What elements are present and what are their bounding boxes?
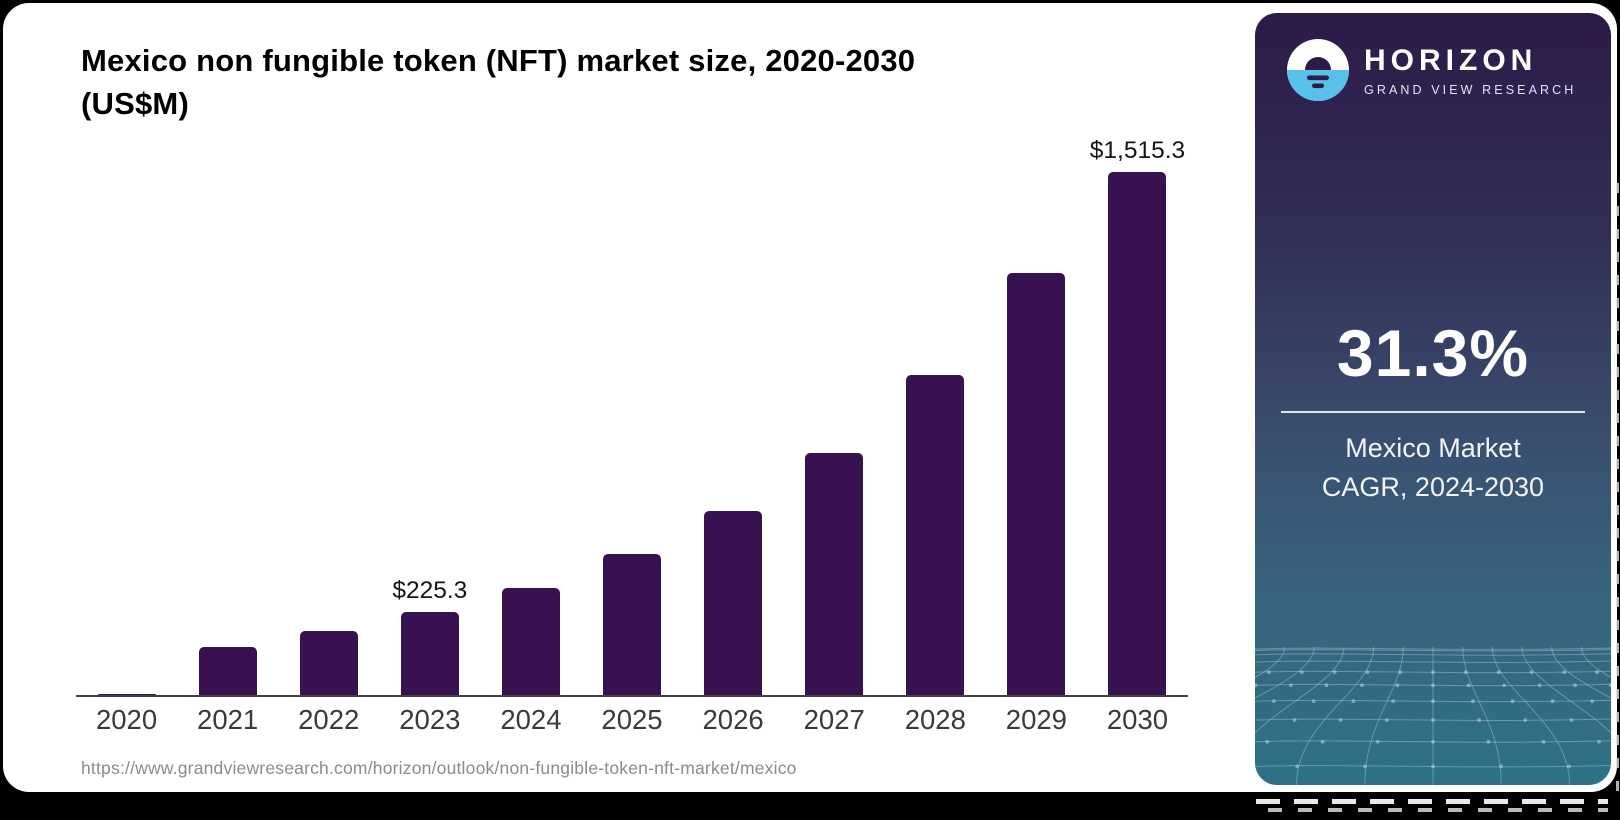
chart-title-line2: (US$M): [81, 86, 189, 121]
chart-column-2029: [986, 137, 1087, 695]
bar-2023: [400, 612, 459, 695]
chart-column-2024: [480, 137, 581, 695]
brand-logo: HORIZON GRAND VIEW RESEARCH: [1287, 39, 1576, 101]
cagr-stat-block: 31.3% Mexico Market CAGR, 2024-2030: [1255, 315, 1611, 507]
x-tick-2021: 2021: [197, 704, 259, 735]
horizon-logo-icon: [1287, 39, 1349, 101]
bar-2028: [906, 375, 965, 695]
x-tick-2023: 2023: [399, 704, 461, 735]
bar-2020: [97, 693, 156, 695]
cagr-label: Mexico Market CAGR, 2024-2030: [1255, 429, 1611, 507]
bar-2022: [299, 630, 358, 695]
stat-divider: [1281, 411, 1585, 413]
brand-subtitle: GRAND VIEW RESEARCH: [1364, 82, 1577, 97]
chart-column-2027: [784, 137, 885, 695]
bar-chart: $225.3 $1,515.3: [76, 137, 1188, 695]
bar-2025: [603, 553, 662, 695]
bar-2027: [805, 452, 864, 695]
x-tick-2022: 2022: [298, 704, 360, 735]
chart-title-line1: Mexico non fungible token (NFT) market s…: [81, 43, 916, 78]
x-tick-2028: 2028: [904, 704, 966, 735]
x-tick-2026: 2026: [702, 704, 764, 735]
chart-column-2021: [177, 137, 278, 695]
chart-column-2022: [278, 137, 379, 695]
brand-name: HORIZON: [1364, 43, 1538, 77]
cagr-value: 31.3%: [1336, 316, 1530, 390]
x-tick-2020: 2020: [95, 704, 158, 735]
x-tick-2029: 2029: [1005, 704, 1067, 735]
chart-column-2025: [581, 137, 682, 695]
bar-value-label-2023: $225.3: [392, 577, 468, 605]
chart-title: Mexico non fungible token (NFT) market s…: [81, 39, 1061, 125]
x-axis-line: [76, 695, 1188, 697]
cagr-label-line2: CAGR, 2024-2030: [1321, 472, 1545, 502]
bar-2024: [501, 587, 560, 695]
brand-text: HORIZON GRAND VIEW RESEARCH: [1364, 44, 1576, 97]
bar-2029: [1007, 273, 1066, 695]
x-axis-ticks: 2020 2021 2022 2023 2024 2025 2026 2027 2028 2029…: [76, 704, 1188, 736]
chart-column-2030: $1,515.3: [1087, 137, 1188, 695]
cagr-label-line1: Mexico Market: [1345, 433, 1521, 463]
source-url: https://www.grandviewresearch.com/horizo…: [81, 758, 797, 778]
chart-column-2023: $225.3: [379, 137, 480, 695]
x-tick-2025: 2025: [601, 704, 663, 735]
x-tick-2027: 2027: [803, 704, 865, 735]
chart-column-2020: [76, 137, 177, 695]
x-tick-2030: 2030: [1106, 704, 1169, 735]
x-tick-2024: 2024: [500, 704, 562, 735]
chart-card: Mexico non fungible token (NFT) market s…: [3, 3, 1619, 792]
right-edge-dashes: [1616, 183, 1619, 791]
bar-2026: [704, 510, 763, 695]
bottom-edge-dashes: [1256, 799, 1608, 804]
bottom-edge-dashes-2: [1268, 808, 1608, 812]
chart-column-2026: [683, 137, 784, 695]
chart-column-2028: [885, 137, 986, 695]
bar-2030: [1108, 172, 1167, 695]
bar-2021: [198, 646, 257, 695]
bar-value-label-2030: $1,515.3: [1089, 137, 1186, 164]
wireframe-mesh-decoration: [1255, 646, 1611, 785]
sidebar-panel: HORIZON GRAND VIEW RESEARCH 31.3% Mexico…: [1255, 13, 1611, 785]
